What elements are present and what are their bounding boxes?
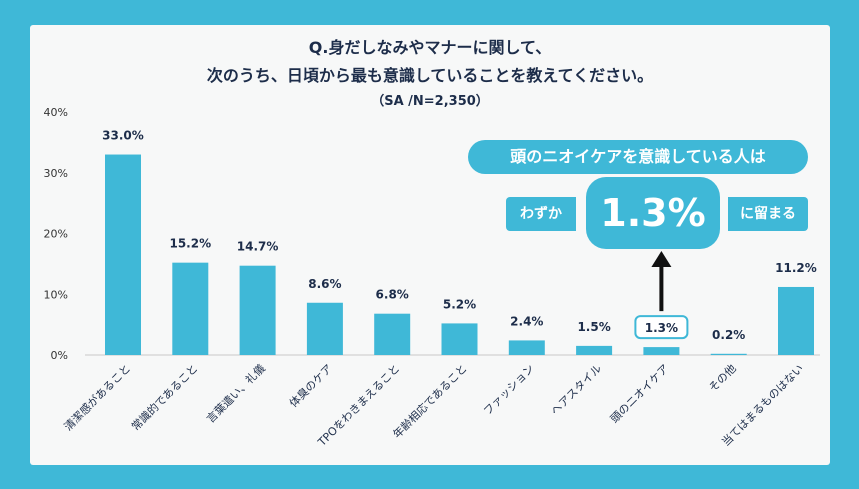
value-label: 15.2% <box>169 237 211 251</box>
bar <box>172 262 209 355</box>
bar <box>508 340 545 355</box>
callout-value: 1.3% <box>586 177 720 249</box>
value-label: 14.7% <box>237 240 279 254</box>
value-label: 1.5% <box>577 320 610 334</box>
value-label: 33.0% <box>102 129 144 143</box>
chart-title-line1: Q.身だしなみやマナーに関して、 <box>308 38 552 57</box>
category-label: 言葉遣い、礼儀 <box>203 361 267 425</box>
sample-note: （SA /N=2,350） <box>371 94 489 109</box>
highlight-label-box <box>634 315 689 340</box>
bar <box>576 345 613 355</box>
bar <box>306 302 343 355</box>
value-label: 1.3% <box>645 321 678 335</box>
category-label: 清潔感があること <box>61 361 133 433</box>
value-label: 0.2% <box>712 328 745 342</box>
chart-card: Q.身だしなみやマナーに関して、 次のうち、日頃から最も意識していることを教えて… <box>30 25 830 465</box>
value-label: 6.8% <box>376 288 409 302</box>
value-label: 2.4% <box>510 314 543 328</box>
callout-prefix: わずか <box>506 197 576 231</box>
category-label: その他 <box>706 362 739 395</box>
bar <box>374 313 411 355</box>
category-label: ファッション <box>481 362 537 418</box>
category-label: ヘアスタイル <box>548 362 604 418</box>
bar-chart: 0% 10% 20% 30% 40% 33.0% 清潔感があること 15.2% 常識的であること… <box>44 106 820 449</box>
category-label: 常識的であること <box>128 361 200 433</box>
category-label: 年齢相応であること <box>390 361 470 441</box>
bar <box>441 323 478 355</box>
y-tick-label: 40% <box>44 106 68 119</box>
bar <box>643 347 680 355</box>
y-tick-label: 20% <box>44 228 68 241</box>
category-label: 頭のニオイケア <box>608 362 672 426</box>
y-tick-label: 30% <box>44 167 68 180</box>
category-label: 体臭のケア <box>286 361 335 410</box>
bar <box>105 154 141 355</box>
bar <box>239 265 276 355</box>
y-tick-label: 0% <box>51 349 68 362</box>
value-label: 5.2% <box>443 297 476 311</box>
chart-title-line2: 次のうち、日頃から最も意識していることを教えてください。 <box>206 66 654 85</box>
value-label: 11.2% <box>775 261 817 275</box>
value-label: 8.6% <box>308 277 341 291</box>
callout-headline: 頭のニオイケアを意識している人は <box>468 140 808 174</box>
callout-suffix: に留まる <box>728 197 808 231</box>
bar <box>710 353 747 355</box>
highlight-arrow-head <box>651 251 672 267</box>
bar <box>778 286 814 355</box>
y-tick-label: 10% <box>44 288 68 301</box>
